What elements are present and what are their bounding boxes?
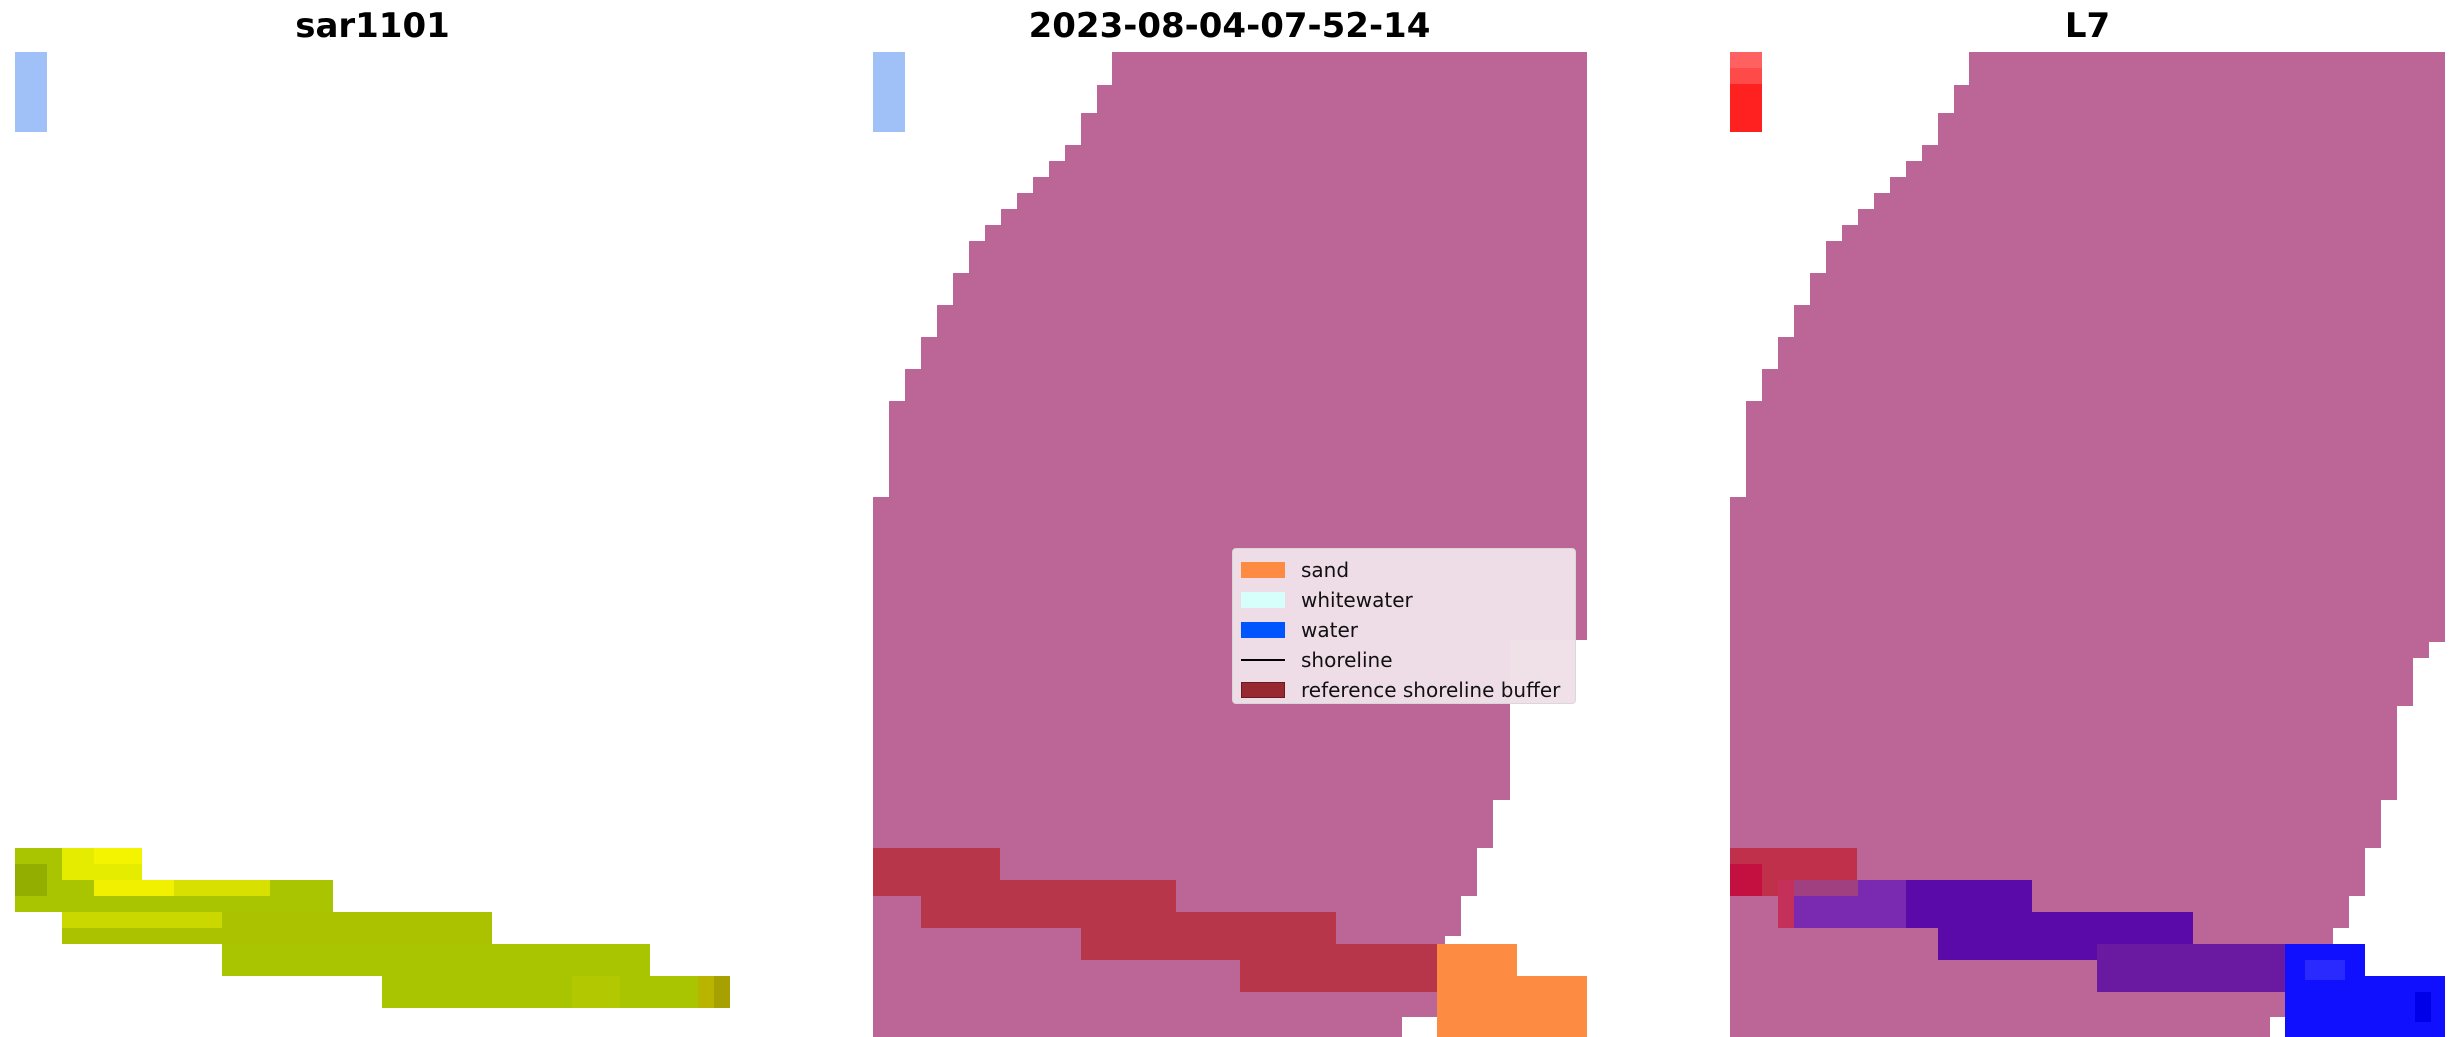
- panel-l7: L7: [1715, 0, 2460, 1037]
- blue-marker-patch: [873, 52, 905, 132]
- legend-item-shoreline: shoreline: [1241, 645, 1575, 675]
- legend-label: shoreline: [1301, 648, 1393, 672]
- legend-item-whitewater: whitewater: [1241, 585, 1575, 615]
- land-region: [1730, 52, 2445, 1037]
- legend-item-sand: sand: [1241, 555, 1575, 585]
- blue-marker-patch: [15, 52, 47, 132]
- panel-title: 2023-08-04-07-52-14: [1028, 6, 1431, 46]
- legend-swatch: [1241, 682, 1285, 698]
- legend-item-reference-shoreline-buffer: reference shoreline buffer: [1241, 675, 1575, 705]
- panel-title: sar1101: [295, 6, 450, 46]
- legend-label: whitewater: [1301, 588, 1413, 612]
- deep-water-region: [2285, 944, 2445, 1037]
- panel-sar1101: sar1101: [0, 0, 745, 1037]
- sar-image: [15, 52, 730, 1008]
- buffer-vegetation-overlap: [1730, 848, 2287, 992]
- legend-label: reference shoreline buffer: [1301, 678, 1561, 702]
- panel-title: L7: [2064, 6, 2111, 46]
- legend-swatch: [1241, 562, 1285, 578]
- legend-line: [1241, 659, 1285, 661]
- red-marker-patch: [1730, 52, 1762, 132]
- classification-image: [873, 52, 1587, 1037]
- l7-image: [1730, 52, 2445, 1037]
- panel-classification: 2023-08-04-07-52-14: [857, 0, 1602, 1037]
- land-region: [873, 52, 1587, 1037]
- legend-item-water: water: [1241, 615, 1575, 645]
- legend-swatch: [1241, 592, 1285, 608]
- legend-label: water: [1301, 618, 1358, 642]
- vegetation-band: [15, 848, 730, 1008]
- legend-label: sand: [1301, 558, 1350, 582]
- sand-region: [1437, 944, 1587, 1037]
- legend-swatch: [1241, 622, 1285, 638]
- legend: sand whitewater water shoreline referenc…: [1232, 548, 1576, 704]
- reference-shoreline-buffer: [873, 848, 1448, 992]
